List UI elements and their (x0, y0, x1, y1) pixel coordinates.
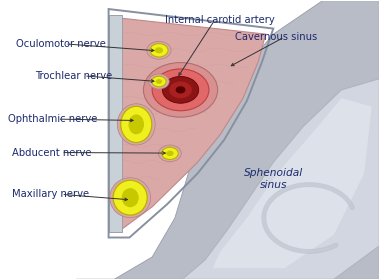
Polygon shape (109, 15, 122, 232)
Circle shape (158, 145, 181, 162)
Text: Ophthalmic nerve: Ophthalmic nerve (8, 114, 98, 124)
Circle shape (152, 69, 209, 111)
Circle shape (143, 62, 218, 117)
Circle shape (166, 151, 174, 156)
Text: Internal carotid artery: Internal carotid artery (165, 15, 275, 25)
Circle shape (156, 79, 162, 84)
Ellipse shape (113, 180, 147, 215)
Ellipse shape (121, 106, 152, 143)
Polygon shape (76, 1, 379, 279)
Text: Abducent nerve: Abducent nerve (12, 148, 92, 158)
Circle shape (162, 76, 199, 103)
Circle shape (147, 41, 171, 59)
Text: Cavernous sinus: Cavernous sinus (236, 32, 318, 42)
Circle shape (176, 86, 185, 94)
Ellipse shape (128, 115, 144, 134)
Ellipse shape (122, 188, 139, 207)
Ellipse shape (117, 104, 155, 145)
Text: Trochlear nerve: Trochlear nerve (35, 71, 112, 81)
Circle shape (150, 44, 168, 57)
Circle shape (162, 147, 178, 160)
Ellipse shape (110, 178, 150, 218)
Circle shape (149, 74, 169, 89)
Text: Oculomotor nerve: Oculomotor nerve (16, 39, 106, 49)
Circle shape (169, 81, 192, 98)
Polygon shape (114, 17, 266, 229)
Polygon shape (213, 98, 372, 268)
Polygon shape (182, 79, 379, 279)
Text: Maxillary nerve: Maxillary nerve (12, 189, 89, 199)
Circle shape (155, 47, 163, 53)
Circle shape (152, 76, 166, 87)
Text: Sphenoidal
sinus: Sphenoidal sinus (244, 168, 303, 190)
